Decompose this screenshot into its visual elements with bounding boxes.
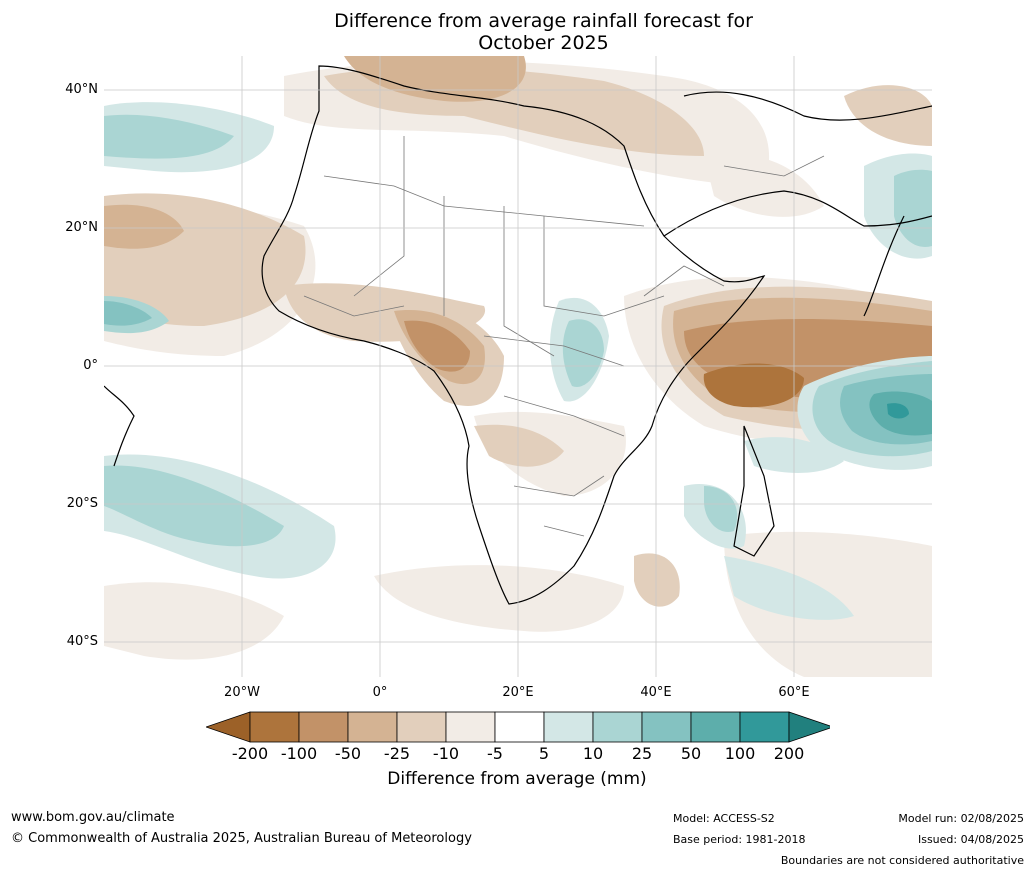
colorbar-tick-label: -50 <box>334 744 362 763</box>
footer-copyright: © Commonwealth of Australia 2025, Austra… <box>11 831 472 846</box>
colorbar-tick-label: -25 <box>383 744 411 763</box>
colorbar-tick-label: 5 <box>538 744 550 763</box>
colorbar-label: Difference from average (mm) <box>387 769 647 789</box>
colorbar-arrow-left <box>204 711 251 743</box>
colorbar-tick-label: -100 <box>280 744 318 763</box>
colorbar-swatch <box>690 711 741 743</box>
lon-label-20e: 20°E <box>502 685 534 700</box>
colorbar-swatch <box>592 711 643 743</box>
colorbar-tick-label: 50 <box>680 744 702 763</box>
colorbar-swatch <box>249 711 300 743</box>
colorbar-arrow-right <box>788 711 835 743</box>
footer-model-run: Model run: 02/08/2025 <box>898 812 1024 825</box>
lon-label-0: 0° <box>372 685 388 700</box>
lat-label-20s: 20°S <box>66 496 98 511</box>
colorbar-swatch <box>641 711 692 743</box>
colorbar-tick-label: 25 <box>631 744 653 763</box>
graticule <box>104 56 932 677</box>
lon-label-60e: 60°E <box>778 685 810 700</box>
footer-disclaimer: Boundaries are not considered authoritat… <box>780 854 1024 867</box>
colorbar-swatch <box>494 711 545 743</box>
colorbar-tick-label: -5 <box>487 744 503 763</box>
colorbar-swatch <box>298 711 349 743</box>
colorbar <box>204 711 835 747</box>
colorbar-tick-label: 200 <box>773 744 805 763</box>
colorbar-swatch <box>739 711 790 743</box>
colorbar-swatch <box>543 711 594 743</box>
lon-label-20w: 20°W <box>224 685 260 700</box>
footer-issued: Issued: 04/08/2025 <box>917 833 1024 846</box>
lon-label-40e: 40°E <box>640 685 672 700</box>
colorbar-swatch <box>347 711 398 743</box>
colorbar-swatch <box>396 711 447 743</box>
map-canvas <box>104 56 932 677</box>
colorbar-swatch <box>445 711 496 743</box>
colorbar-swatches <box>204 711 835 743</box>
colorbar-tick-label: 100 <box>724 744 756 763</box>
lat-label-40s: 40°S <box>66 634 98 649</box>
lat-label-0: 0° <box>83 358 98 373</box>
footer-base-period: Base period: 1981-2018 <box>673 833 806 846</box>
lat-label-20n: 20°N <box>65 220 98 235</box>
title-line-1: Difference from average rainfall forecas… <box>334 10 753 32</box>
rainfall-map <box>104 56 932 677</box>
lat-label-40n: 40°N <box>65 82 98 97</box>
colorbar-tick-label: -10 <box>432 744 460 763</box>
colorbar-tick-label: -200 <box>231 744 269 763</box>
map-title: Difference from average rainfall forecas… <box>0 10 1035 54</box>
anomaly-layer-wet-extreme <box>887 403 909 419</box>
footer-url: www.bom.gov.au/climate <box>11 810 175 825</box>
footer-model: Model: ACCESS-S2 <box>673 812 775 825</box>
title-line-2: October 2025 <box>478 32 609 54</box>
country-borders <box>303 136 825 537</box>
colorbar-tick-label: 10 <box>582 744 604 763</box>
anomaly-layer-dry-extreme <box>703 363 804 408</box>
coastlines <box>104 65 932 605</box>
